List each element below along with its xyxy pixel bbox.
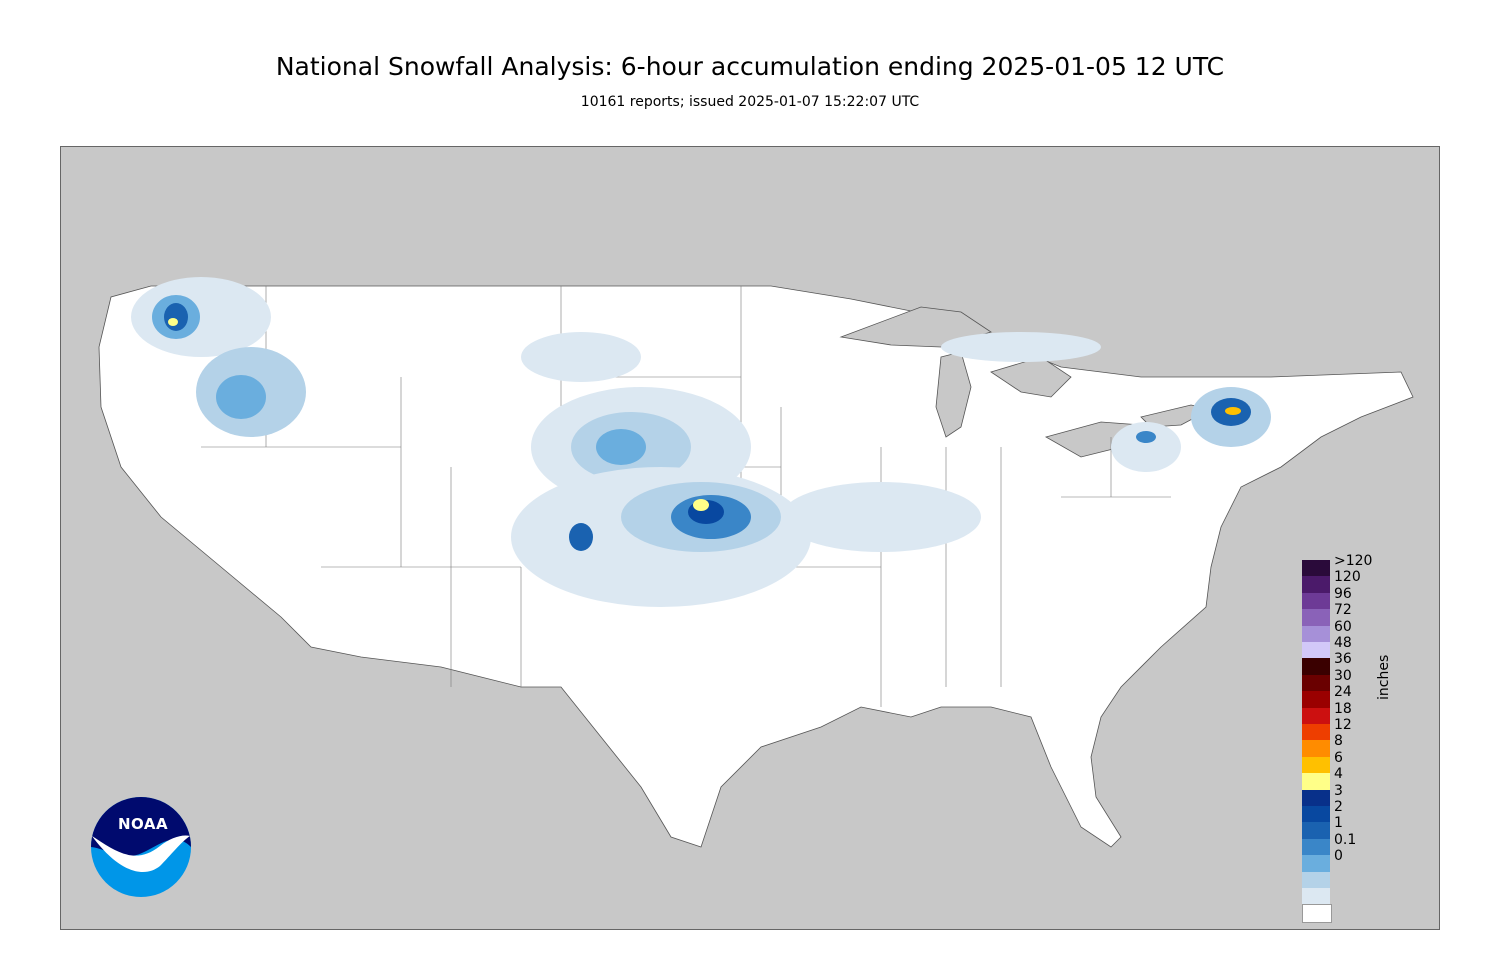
legend-label: 48 <box>1334 635 1352 651</box>
legend-swatch <box>1302 658 1330 675</box>
legend-swatch <box>1302 592 1330 610</box>
legend-label: 0.1 <box>1334 831 1357 848</box>
legend-label: 8 <box>1334 733 1343 750</box>
legend-label: 0 <box>1334 848 1343 865</box>
legend-swatch <box>1302 822 1330 839</box>
legend-swatch <box>1302 789 1330 806</box>
legend-swatch <box>1302 855 1330 872</box>
legend-swatch <box>1302 642 1330 659</box>
chart-subtitle: 10161 reports; issued 2025-01-07 15:22:0… <box>580 94 920 110</box>
snowfall-areas <box>131 277 1271 607</box>
legend-label: 60 <box>1334 618 1352 635</box>
legend-units-label: inches <box>1376 654 1392 700</box>
legend-label: >120 <box>1334 553 1373 569</box>
legend-swatch <box>1302 806 1330 823</box>
snowfall-map <box>60 146 1440 930</box>
legend-label: 18 <box>1334 700 1352 717</box>
legend-swatch <box>1302 576 1330 593</box>
legend-swatch <box>1302 625 1330 642</box>
legend-swatch <box>1302 674 1330 692</box>
legend-label: 72 <box>1334 602 1352 619</box>
noaa-logo <box>91 797 191 897</box>
legend-swatch <box>1302 773 1330 790</box>
chart-title: National Snowfall Analysis: 6-hour accum… <box>275 52 1225 81</box>
legend-label: 6 <box>1334 749 1343 766</box>
legend-swatch <box>1302 609 1330 626</box>
legend-swatch <box>1302 888 1330 905</box>
legend-label: 30 <box>1334 667 1352 684</box>
legend-swatch <box>1302 756 1330 774</box>
legend-swatch <box>1302 740 1330 757</box>
legend-label: 3 <box>1334 782 1343 799</box>
legend-swatch <box>1302 560 1330 577</box>
great-lakes <box>839 306 1213 458</box>
legend-label: 96 <box>1334 585 1352 602</box>
legend-label: 1 <box>1334 815 1343 832</box>
legend-swatch <box>1302 724 1330 741</box>
noaa-logo-text: NOAA <box>118 815 169 833</box>
legend-label: 36 <box>1334 651 1352 668</box>
legend-swatch <box>1302 691 1330 708</box>
legend-label: 4 <box>1334 766 1343 783</box>
legend-label: 120 <box>1334 569 1361 586</box>
legend-label: 24 <box>1334 684 1352 701</box>
legend-label: 12 <box>1334 717 1352 733</box>
legend-swatch <box>1302 904 1332 923</box>
legend-swatch <box>1302 707 1330 724</box>
legend-label: 2 <box>1334 799 1343 815</box>
map-canvas <box>98 277 1414 848</box>
legend-swatch <box>1302 838 1330 856</box>
legend-swatch <box>1302 871 1330 888</box>
